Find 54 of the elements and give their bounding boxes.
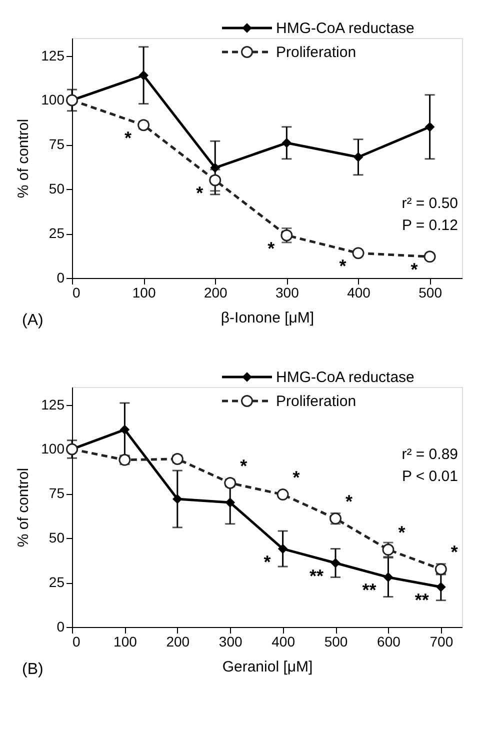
annotation: * bbox=[450, 542, 458, 562]
x-tick-label: 200 bbox=[204, 284, 228, 300]
annotation: ** bbox=[310, 566, 324, 586]
x-tick-label: 0 bbox=[72, 284, 80, 300]
annotation: * bbox=[410, 260, 418, 280]
x-tick-label: 0 bbox=[72, 634, 80, 650]
y-tick-label: 100 bbox=[41, 440, 65, 457]
annotation: r² = 0.50 bbox=[402, 195, 458, 212]
annotation: * bbox=[398, 522, 406, 543]
x-tick-label: 700 bbox=[430, 634, 454, 650]
annotation: P = 0.12 bbox=[402, 217, 458, 234]
x-tick-label: 300 bbox=[276, 284, 300, 300]
annotation: * bbox=[264, 552, 271, 572]
x-tick-label: 300 bbox=[218, 634, 242, 650]
y-tick-label: 25 bbox=[48, 225, 65, 242]
x-tick-label: 500 bbox=[324, 634, 348, 650]
annotation: * bbox=[124, 128, 132, 148]
y-tick-label: 100 bbox=[41, 92, 65, 108]
annotation: ** bbox=[362, 580, 376, 600]
y-tick-label: 0 bbox=[56, 618, 65, 634]
annotation: * bbox=[346, 492, 353, 512]
x-axis-title: Geraniol [μM] bbox=[222, 658, 313, 676]
text: (A) bbox=[22, 312, 44, 329]
annotation: * bbox=[339, 256, 346, 276]
annotation: ** bbox=[414, 590, 429, 610]
y-tick-label: 25 bbox=[48, 574, 65, 590]
x-tick-label: 500 bbox=[418, 284, 442, 300]
y-axis-title: % of control bbox=[15, 118, 32, 198]
annotation: * bbox=[292, 468, 300, 488]
annotation: * bbox=[240, 456, 248, 476]
y-tick-label: 50 bbox=[48, 180, 65, 197]
x-tick-label: 600 bbox=[377, 634, 401, 650]
y-axis-title: % of control bbox=[15, 468, 32, 548]
y-tick-label: 75 bbox=[48, 136, 65, 152]
y-tick-label: 75 bbox=[48, 485, 65, 502]
annotation: r² = 0.89 bbox=[402, 446, 458, 463]
legend-label: Proliferation bbox=[276, 393, 356, 410]
legend-label: HMG-CoA reductase bbox=[276, 20, 414, 37]
y-tick-label: 125 bbox=[41, 47, 65, 64]
legend-label: Proliferation bbox=[276, 44, 356, 61]
x-tick-label: 100 bbox=[114, 634, 138, 650]
y-tick-label: 50 bbox=[48, 530, 65, 546]
x-tick-label: 200 bbox=[166, 634, 190, 650]
x-tick-label: 400 bbox=[272, 634, 296, 650]
y-tick-label: 0 bbox=[56, 270, 65, 286]
x-tick-label: 100 bbox=[132, 284, 156, 300]
annotation: * bbox=[268, 238, 275, 258]
legend-label: HMG-CoA reductase bbox=[276, 369, 414, 386]
text: (B) bbox=[22, 661, 44, 678]
x-tick-label: 400 bbox=[347, 284, 371, 300]
y-tick-label: 125 bbox=[41, 396, 65, 412]
annotation: P < 0.01 bbox=[402, 468, 458, 485]
x-axis-title: β-Ionone [μM] bbox=[220, 310, 314, 326]
annotation: * bbox=[196, 183, 204, 204]
